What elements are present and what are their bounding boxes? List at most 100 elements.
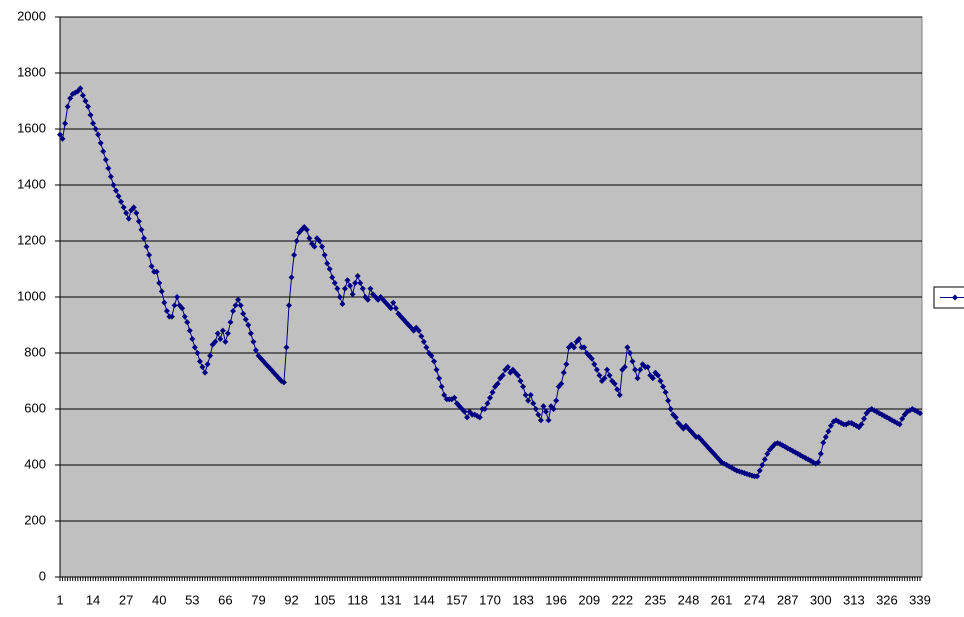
data-point [570,344,577,351]
data-point [95,131,102,138]
data-point [917,410,923,417]
x-tick-label: 14 [86,592,100,607]
data-point [316,238,323,244]
data-point [754,473,761,480]
data-point [489,389,496,396]
data-point [530,400,537,407]
data-point [148,263,155,270]
data-point [825,428,832,435]
data-point [522,392,529,398]
data-point [540,403,547,410]
data-point [247,330,254,337]
data-point [217,336,224,342]
data-point [288,274,295,281]
data-point [601,375,608,382]
data-point [550,406,557,412]
x-tick-label: 261 [711,592,733,607]
data-point [433,366,440,373]
legend [933,286,964,309]
data-point [596,372,603,379]
data-point [59,135,66,142]
data-point [476,414,483,421]
data-point [649,375,656,382]
data-point [174,294,181,300]
data-point [563,361,570,368]
data-point [57,131,63,138]
x-tick-label: 79 [251,592,265,607]
data-point [387,305,394,312]
data-point [451,394,458,401]
data-point [168,313,175,320]
data-point [660,383,667,390]
data-point [146,252,153,258]
data-point [232,302,239,309]
data-point [517,378,524,384]
legend-marker [952,294,958,301]
x-tick-label: 92 [284,592,298,607]
x-tick-label: 209 [578,592,600,607]
data-point [527,392,534,398]
data-point [423,344,430,351]
data-point [329,274,336,281]
data-point [504,364,511,370]
data-point [347,282,354,289]
data-point [240,310,247,317]
data-point [827,422,834,429]
data-point [242,316,249,323]
x-tick-label: 157 [446,592,468,607]
data-point [161,299,168,306]
data-point [822,434,829,440]
data-point [191,344,198,351]
data-point [644,364,651,370]
data-point [112,187,119,194]
data-point [92,126,99,132]
x-tick-label: 53 [185,592,199,607]
x-tick-label: 287 [777,592,799,607]
data-point [759,462,766,468]
data-point [87,112,94,118]
data-point [184,319,191,326]
data-point [107,173,114,180]
data-point [553,397,560,404]
data-point [481,406,488,412]
data-point [591,361,598,368]
data-point [662,389,669,396]
data-point [133,210,140,216]
data-point [654,372,661,379]
data-point [672,414,679,421]
data-point [123,210,130,216]
data-point [202,369,209,376]
data-point [499,372,506,379]
data-point [616,392,623,398]
data-point [334,285,341,292]
data-point [632,366,639,373]
data-point [629,358,636,365]
x-tick-label: 118 [347,592,368,607]
data-point [420,338,427,345]
data-point [354,273,361,279]
data-point [105,165,112,172]
x-tick-label: 66 [218,592,232,607]
x-tick-label: 300 [810,592,832,607]
data-point [204,361,211,368]
data-point [484,400,491,407]
data-point [79,92,86,99]
y-tick-label: 1200 [17,232,46,247]
x-tick-label: 131 [380,592,402,607]
data-point [235,296,242,303]
data-point [588,355,595,362]
data-point [436,375,443,382]
x-tick-label: 183 [512,592,534,607]
data-point [194,350,201,356]
data-point [428,352,435,359]
y-tick-label: 1600 [17,120,46,135]
data-point [90,120,97,127]
data-point [311,243,318,250]
x-tick-label: 105 [314,592,336,607]
data-point [665,397,672,404]
x-tick-label: 313 [843,592,865,607]
data-point [621,364,628,370]
data-point [341,285,348,292]
data-point [438,383,445,390]
